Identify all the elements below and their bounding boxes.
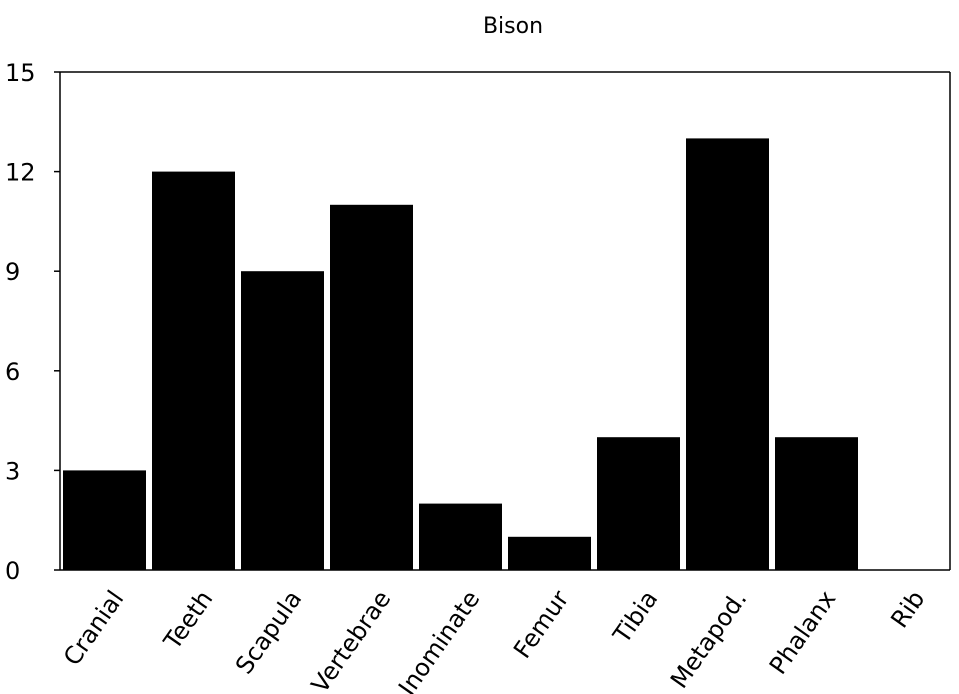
x-tick-label: Tibia — [607, 585, 663, 649]
axes — [59, 71, 951, 571]
y-tick-label: 9 — [5, 258, 20, 286]
bar-phalanx — [775, 437, 858, 570]
bar-cranial — [63, 470, 146, 570]
x-tick-label: Rib — [885, 585, 930, 633]
bar-tibia — [597, 437, 680, 570]
x-tick-label: Teeth — [158, 585, 219, 655]
x-tick-label: Vertebrae — [306, 585, 397, 694]
x-tick-label: Cranial — [58, 585, 129, 670]
bar-scapula — [241, 271, 324, 570]
bar-vertebrae — [330, 204, 413, 571]
bar-teeth — [152, 171, 235, 570]
chart-title: Bison — [483, 14, 543, 39]
x-tick-label: Metapod. — [665, 585, 752, 693]
y-ticks: 0 3 6 9 12 15 — [5, 59, 60, 585]
x-tick-label: Femur — [508, 585, 574, 663]
bars-layer — [63, 138, 858, 571]
x-tick-label: Phalanx — [764, 585, 842, 679]
y-tick-label: 0 — [5, 557, 20, 585]
x-tick-label: Scapula — [230, 585, 307, 679]
bar-metapod — [686, 138, 769, 570]
y-tick-label: 12 — [5, 159, 36, 187]
bar-inominate — [419, 503, 502, 570]
bar-femur — [508, 536, 591, 570]
y-tick-label: 6 — [5, 358, 20, 386]
y-tick-label: 3 — [5, 457, 20, 485]
x-tick-label: Inominate — [393, 585, 485, 694]
y-tick-label: 15 — [5, 59, 36, 87]
